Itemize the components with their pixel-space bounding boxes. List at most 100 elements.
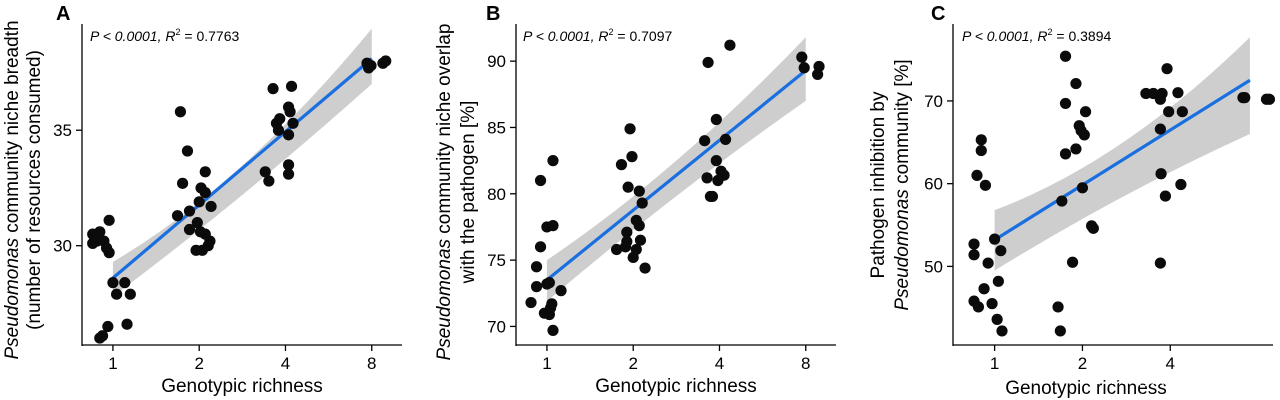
data-point-b (702, 56, 714, 69)
data-point-b (547, 220, 559, 232)
data-point-b (798, 62, 810, 74)
data-point-b (718, 169, 730, 181)
data-point-a (107, 277, 119, 289)
y-tick-label-b: 90 (487, 52, 506, 71)
data-point-b (724, 39, 736, 51)
data-point-a (124, 288, 136, 300)
x-tick-label-a: 1 (108, 354, 117, 373)
fit-line-layer-a (111, 57, 373, 280)
data-point-b (530, 261, 543, 273)
x-axis-title-a: Genotypic richness (161, 376, 323, 397)
panel-a: A P < 0.0001, R2 = 0.7763 1 2 4 8 30 35 Genot… (2, 3, 402, 397)
data-point-c (979, 179, 992, 191)
data-point-a (365, 59, 377, 72)
fit-line-layer-c (993, 78, 1251, 242)
y-axis-title-a: Pseudomonas community niche breadth (2, 20, 23, 359)
data-point-a (205, 200, 217, 213)
data-point-c (986, 298, 998, 310)
x-tick-label-b: 8 (801, 354, 810, 373)
point-layer-a (87, 55, 392, 344)
data-point-c (1161, 63, 1173, 75)
data-point-b (634, 234, 647, 246)
x-tick-label-b: 2 (628, 354, 637, 373)
ci-band-c (994, 37, 1250, 271)
data-point-a (287, 117, 299, 129)
ci-band-layer-a (112, 28, 372, 297)
data-point-b (627, 251, 639, 264)
data-point-a (193, 196, 205, 208)
x-tick-label-a: 8 (367, 354, 376, 373)
ci-band-layer-b (546, 37, 806, 302)
watermark: CSDN @猴子掰玉米 (1092, 372, 1220, 388)
data-point-a (183, 205, 196, 217)
data-point-c (1154, 123, 1166, 135)
y-tick-label-a: 30 (53, 237, 72, 256)
x-tick-label-b: 1 (542, 354, 551, 373)
panel-c: C P < 0.0001, R2 = 0.3894 1 2 4 50 60 70 Geno… (868, 3, 1276, 399)
data-point-a (174, 106, 187, 118)
y-axis-title-c: Pathogen inhibition by (868, 91, 889, 278)
y-tick-label-a: 35 (53, 121, 72, 140)
panel-b: B P < 0.0001, R2 = 0.7097 1 2 4 8 70 75 80 85 90… (434, 3, 836, 397)
data-point-a (94, 226, 106, 238)
x-axis-title-c: Genotypic richness (1005, 378, 1167, 399)
y-axis-title-a-line2: (number of resources consumed) (24, 50, 45, 330)
y-tick-label-c: 50 (924, 257, 943, 276)
data-point-b (636, 197, 648, 209)
x-tick-label-b: 4 (715, 354, 724, 373)
y-tick-label-b: 80 (487, 185, 506, 204)
data-point-c (1163, 106, 1175, 118)
data-point-a (111, 288, 123, 300)
data-point-b (555, 285, 567, 297)
data-point-c (1078, 129, 1090, 141)
data-point-b (626, 151, 638, 163)
data-point-c (1159, 190, 1172, 202)
y-axis-title-c-line2: Pseudomonas community [%] (892, 59, 913, 310)
data-point-b (622, 181, 634, 193)
data-point-b (547, 155, 559, 167)
data-point-c (1076, 182, 1089, 194)
data-point-b (615, 159, 628, 171)
stat-annotation-b: P < 0.0001, R2 = 0.7097 (523, 27, 673, 44)
data-point-b (796, 51, 808, 63)
data-point-b (706, 190, 719, 203)
regression-line-a (111, 57, 373, 280)
data-point-c (1052, 301, 1064, 313)
data-point-a (282, 129, 295, 141)
data-point-c (1155, 168, 1167, 180)
data-point-c (1176, 106, 1188, 118)
regression-line-c (993, 78, 1251, 242)
data-point-b (639, 262, 651, 274)
y-tick-label-b: 85 (487, 118, 506, 137)
data-point-b (534, 174, 547, 187)
data-point-a (183, 223, 196, 236)
data-point-b (530, 281, 543, 293)
data-point-c (1066, 256, 1079, 268)
data-point-c (1059, 50, 1072, 62)
data-point-a (119, 277, 131, 289)
data-point-a (282, 159, 295, 171)
data-point-c (975, 134, 987, 146)
data-point-a (199, 186, 211, 199)
data-point-a (103, 247, 115, 259)
y-axis-title-b: Pseudomonas community niche overlap (434, 24, 455, 361)
data-point-a (199, 166, 211, 178)
stat-annotation-a: P < 0.0001, R2 = 0.7763 (90, 27, 240, 44)
x-axis-title-b: Genotypic richness (595, 376, 757, 397)
panel-letter-b: B (486, 3, 500, 25)
data-point-a (274, 113, 286, 125)
data-point-a (191, 217, 203, 229)
data-point-c (982, 257, 994, 269)
axes-a: 1 2 4 8 30 35 (53, 24, 402, 373)
data-point-c (978, 283, 990, 295)
data-point-a (272, 124, 285, 136)
data-point-b (710, 113, 722, 126)
y-tick-label-c: 70 (924, 92, 943, 111)
data-point-c (1172, 87, 1184, 99)
panel-letter-a: A (56, 3, 70, 25)
data-point-a (121, 318, 133, 330)
data-point-b (543, 277, 555, 289)
data-point-c (1056, 195, 1068, 207)
data-point-b (547, 324, 559, 337)
